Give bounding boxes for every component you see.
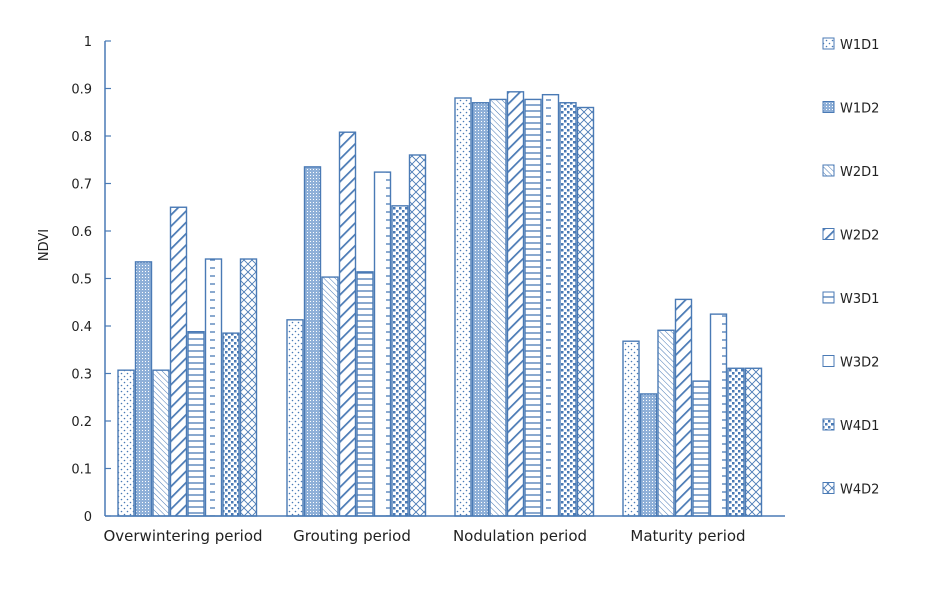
legend-swatch: [822, 101, 835, 113]
bar-w2d2-0: [169, 206, 188, 517]
bar-w1d1-1: [286, 319, 304, 517]
bar-w4d2-1: [408, 154, 427, 517]
legend-swatch: [822, 291, 835, 304]
bar-w2d2-2: [506, 91, 525, 517]
x-tick-label: Overwintering period: [103, 527, 262, 545]
legend-label: W4D2: [840, 483, 879, 498]
y-tick-label: 0.6: [71, 225, 92, 240]
x-tick-label: Nodulation period: [453, 527, 587, 545]
bar-w3d1-2: [524, 98, 542, 517]
bar-w2d1-3: [657, 329, 675, 517]
legend-item-w2d1: W2D1: [822, 164, 879, 180]
x-tick-label: Maturity period: [630, 527, 745, 545]
bar-w1d1-0: [117, 369, 135, 517]
bar-w3d2-1: [373, 171, 392, 517]
legend-swatch: [822, 418, 835, 431]
legend-swatch: [822, 37, 835, 50]
y-tick-label: 0: [84, 510, 92, 525]
bar-w4d1-0: [222, 332, 240, 517]
bar-w1d2-2: [471, 102, 490, 517]
legend-item-w4d2: W4D2: [822, 482, 879, 498]
bar-w2d2-1: [338, 131, 357, 517]
y-axis-label: NDVI: [37, 229, 52, 261]
y-tick-label: 0.9: [71, 83, 92, 98]
bar-w4d2-2: [576, 106, 595, 517]
legend-item-w3d2: W3D2: [822, 355, 879, 371]
y-tick-label: 0.1: [71, 463, 92, 478]
legend-label: W3D1: [840, 292, 879, 307]
bar-w4d2-3: [744, 367, 763, 517]
bar-w2d1-0: [152, 369, 170, 517]
y-tick-label: 0.3: [71, 368, 92, 383]
legend-swatch: [822, 164, 835, 177]
bar-w4d1-2: [559, 102, 577, 517]
legend-swatch: [822, 355, 835, 367]
legend-swatch: [822, 228, 835, 240]
legend-label: W1D1: [840, 38, 879, 53]
legend-item-w4d1: W4D1: [822, 418, 879, 434]
y-tick-label: 0.2: [71, 415, 92, 430]
y-tick-label: 0.5: [71, 273, 92, 288]
y-tick-label: 0.4: [71, 320, 92, 335]
bar-w4d1-3: [727, 367, 745, 517]
bar-w4d1-1: [391, 205, 409, 517]
bar-w1d1-3: [622, 340, 640, 517]
bar-w1d1-2: [454, 97, 472, 517]
x-tick-label: Grouting period: [293, 527, 411, 545]
legend-item-w1d2: W1D2: [822, 101, 879, 117]
bar-w3d2-2: [541, 93, 560, 517]
bar-w3d1-3: [692, 380, 710, 517]
bar-w3d2-3: [709, 313, 728, 517]
legend-label: W2D2: [840, 229, 879, 244]
bar-w1d2-3: [639, 393, 658, 517]
y-tick-label: 0.8: [71, 130, 92, 145]
legend-label: W1D2: [840, 102, 879, 117]
bar-w4d2-0: [239, 258, 258, 517]
bar-w2d2-3: [674, 298, 693, 517]
bar-w2d1-1: [321, 276, 339, 517]
legend-item-w3d1: W3D1: [822, 291, 879, 307]
bar-w1d2-0: [134, 261, 153, 517]
legend-item-w1d1: W1D1: [822, 37, 879, 53]
legend-label: W3D2: [840, 356, 879, 371]
legend-label: W4D1: [840, 419, 879, 434]
bar-w1d2-1: [303, 166, 322, 517]
bar-w3d2-0: [204, 258, 223, 517]
legend-swatch: [822, 482, 835, 494]
bar-w3d1-1: [356, 271, 374, 517]
y-tick-label: 1: [84, 35, 92, 50]
bar-w2d1-2: [489, 98, 507, 517]
bar-w3d1-0: [187, 331, 205, 517]
legend-item-w2d2: W2D2: [822, 228, 879, 244]
legend-label: W2D1: [840, 165, 879, 180]
y-tick-label: 0.7: [71, 178, 92, 193]
